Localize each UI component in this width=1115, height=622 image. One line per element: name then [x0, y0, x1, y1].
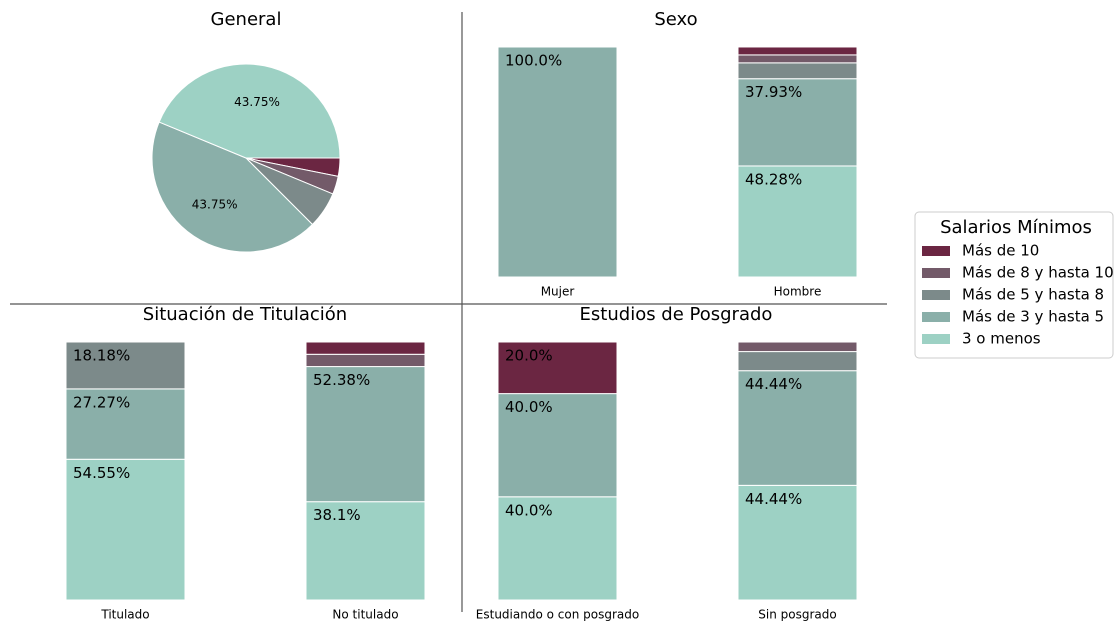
- bar-label: 44.44%: [745, 490, 802, 508]
- bar-label: 18.18%: [73, 347, 130, 365]
- bar-segment: [305, 501, 426, 601]
- bar-segment: [737, 341, 858, 353]
- chart-title: Sexo: [654, 9, 697, 30]
- bar-label: 40.0%: [505, 398, 553, 416]
- legend-label: Más de 5 y hasta 8: [962, 286, 1104, 304]
- legend-label: Más de 3 y hasta 5: [962, 308, 1104, 326]
- bar-segment: [737, 46, 858, 56]
- pie-slice: [158, 63, 341, 159]
- bar-label: 54.55%: [73, 464, 130, 482]
- bar-label: 20.0%: [505, 347, 553, 365]
- x-tick-label: Hombre: [774, 285, 822, 299]
- bar-label: 38.1%: [313, 506, 361, 524]
- chart-title: General: [211, 9, 282, 30]
- legend-swatch: [922, 246, 950, 256]
- bar-label: 44.44%: [745, 375, 802, 393]
- legend-label: Más de 10: [962, 242, 1039, 260]
- legend-swatch: [922, 268, 950, 278]
- bar-segment: [65, 388, 186, 460]
- bar-segment: [737, 165, 858, 278]
- chart-title: Estudios de Posgrado: [580, 304, 773, 325]
- x-tick-label: No titulado: [332, 608, 398, 622]
- pie-label: 43.75%: [192, 197, 238, 211]
- chart-title: Situación de Titulación: [143, 304, 347, 325]
- bar-label: 37.93%: [745, 83, 802, 101]
- x-tick-label: Sin posgrado: [758, 608, 836, 622]
- pie-slice: [151, 121, 314, 253]
- bar-segment: [305, 341, 426, 355]
- legend-title: Salarios Mínimos: [940, 217, 1092, 238]
- pie-label: 43.75%: [234, 95, 280, 109]
- bar-segment: [737, 484, 858, 601]
- legend-swatch: [922, 334, 950, 344]
- bar-segment: [497, 46, 618, 278]
- bar-segment: [497, 341, 618, 395]
- legend-label: Más de 8 y hasta 10: [962, 264, 1114, 282]
- bar-segment: [737, 351, 858, 372]
- bar-label: 52.38%: [313, 371, 370, 389]
- bar-segment: [65, 341, 186, 390]
- legend-label: 3 o menos: [962, 330, 1041, 348]
- bar-label: 48.28%: [745, 170, 802, 188]
- bar-label: 27.27%: [73, 393, 130, 411]
- bar-segment: [305, 366, 426, 503]
- bar-segment: [737, 370, 858, 486]
- legend-swatch: [922, 290, 950, 300]
- bar-label: 100.0%: [505, 52, 562, 70]
- x-tick-label: Titulado: [100, 608, 149, 622]
- bar-segment: [737, 62, 858, 80]
- x-tick-label: Estudiando o con posgrado: [476, 608, 639, 622]
- legend-box: [914, 211, 1114, 359]
- bar-segment: [497, 393, 618, 498]
- bar-segment: [305, 353, 426, 368]
- legend-swatch: [922, 312, 950, 322]
- x-tick-label: Mujer: [541, 285, 575, 299]
- bar-label: 40.0%: [505, 501, 553, 519]
- bar-segment: [737, 54, 858, 64]
